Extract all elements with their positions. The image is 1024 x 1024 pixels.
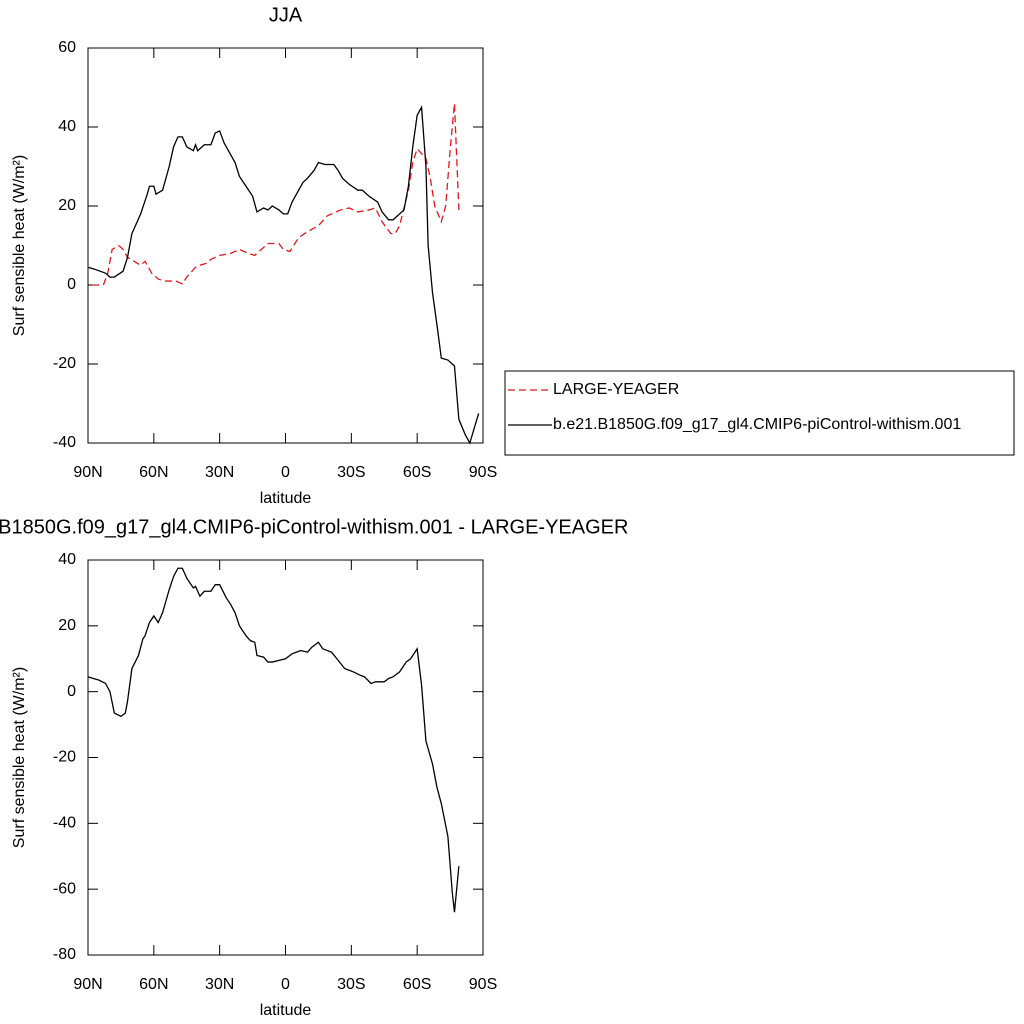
data-line (92, 103, 460, 286)
y-tick-label: 20 (58, 197, 76, 214)
x-tick-label: 90S (469, 976, 497, 993)
x-tick-label: 60N (139, 976, 168, 993)
x-axis-label: latitude (260, 490, 312, 507)
legend-label: LARGE-YEAGER (553, 381, 679, 398)
legend-box (504, 370, 1015, 456)
y-axis-label: Surf sensible heat (W/m²) (11, 155, 28, 336)
x-tick-label: 0 (281, 976, 290, 993)
chart-title: b.e21.B1850G.f09_g17_gl4.CMIP6-piControl… (0, 516, 628, 538)
x-tick-label: 30N (205, 464, 234, 481)
x-tick-label: 90N (73, 464, 102, 481)
legend-label: b.e21.B1850G.f09_g17_gl4.CMIP6-piControl… (553, 416, 961, 433)
y-tick-label: -20 (53, 355, 76, 372)
y-tick-label: 60 (58, 39, 76, 56)
y-axis-label: Surf sensible heat (W/m²) (11, 667, 28, 848)
chart-title: JJA (269, 4, 303, 26)
y-tick-label: 0 (67, 683, 76, 700)
y-tick-label: 20 (58, 617, 76, 634)
x-tick-label: 60S (403, 464, 431, 481)
y-tick-label: -80 (53, 946, 76, 963)
data-line (87, 105, 480, 445)
plot-frame (87, 559, 484, 956)
x-tick-label: 30S (337, 976, 365, 993)
x-tick-label: 30N (205, 976, 234, 993)
y-tick-label: -40 (53, 434, 76, 451)
x-tick-label: 60S (403, 976, 431, 993)
y-tick-label: 0 (67, 276, 76, 293)
y-tick-label: -40 (53, 815, 76, 832)
x-tick-label: 30S (337, 464, 365, 481)
x-tick-label: 90S (469, 464, 497, 481)
y-tick-label: 40 (58, 551, 76, 568)
y-tick-label: -20 (53, 749, 76, 766)
x-tick-label: 60N (139, 464, 168, 481)
data-line (87, 567, 460, 913)
y-tick-label: 40 (58, 118, 76, 135)
x-tick-label: 90N (73, 976, 102, 993)
plot-frame (87, 47, 484, 444)
y-tick-label: -60 (53, 880, 76, 897)
x-axis-label: latitude (260, 1002, 312, 1019)
x-tick-label: 0 (281, 464, 290, 481)
